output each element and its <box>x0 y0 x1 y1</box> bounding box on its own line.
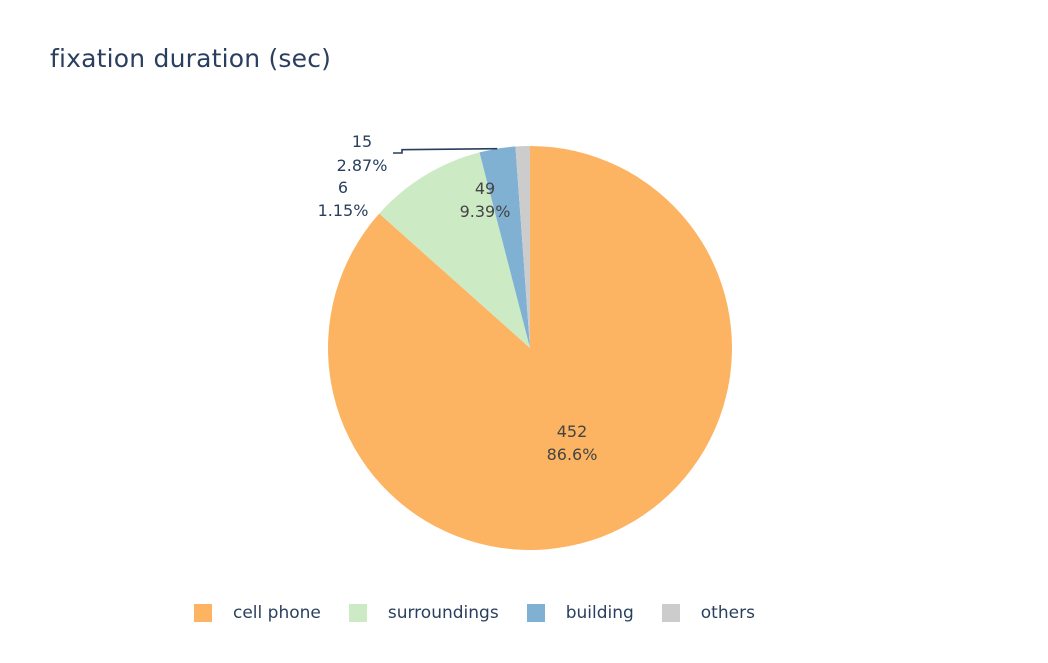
legend-swatch-surroundings <box>348 604 367 622</box>
slice-percent-label-building: 2.87% <box>337 156 388 175</box>
chart-title: fixation duration (sec) <box>50 44 332 73</box>
legend-label-others: others <box>700 603 755 623</box>
label-leader-line-building <box>393 147 498 154</box>
legend-item-cell-phone[interactable]: cell phone <box>194 603 321 623</box>
legend: cell phone surroundings building others <box>194 601 783 625</box>
legend-label-cell-phone: cell phone <box>233 603 321 623</box>
slice-value-label-surroundings: 49 <box>475 179 495 198</box>
legend-item-building[interactable]: building <box>526 603 634 623</box>
legend-swatch-cell-phone <box>194 604 212 622</box>
legend-item-surroundings[interactable]: surroundings <box>348 603 499 623</box>
slice-percent-label-cell-phone: 86.6% <box>547 445 598 464</box>
slice-value-label-others: 6 <box>338 178 348 197</box>
legend-item-others[interactable]: others <box>661 603 755 623</box>
pie-slice-building[interactable] <box>479 146 530 348</box>
legend-label-building: building <box>565 603 634 623</box>
slice-percent-label-surroundings: 9.39% <box>460 202 511 221</box>
legend-swatch-building <box>526 604 545 622</box>
slice-value-label-cell-phone: 452 <box>557 422 588 441</box>
slice-percent-label-others: 1.15% <box>318 201 369 220</box>
legend-swatch-others <box>661 604 680 622</box>
pie-slice-surroundings[interactable] <box>379 152 530 348</box>
pie-slice-others[interactable] <box>515 146 530 348</box>
legend-label-surroundings: surroundings <box>387 603 499 623</box>
slice-value-label-building: 15 <box>352 132 372 151</box>
